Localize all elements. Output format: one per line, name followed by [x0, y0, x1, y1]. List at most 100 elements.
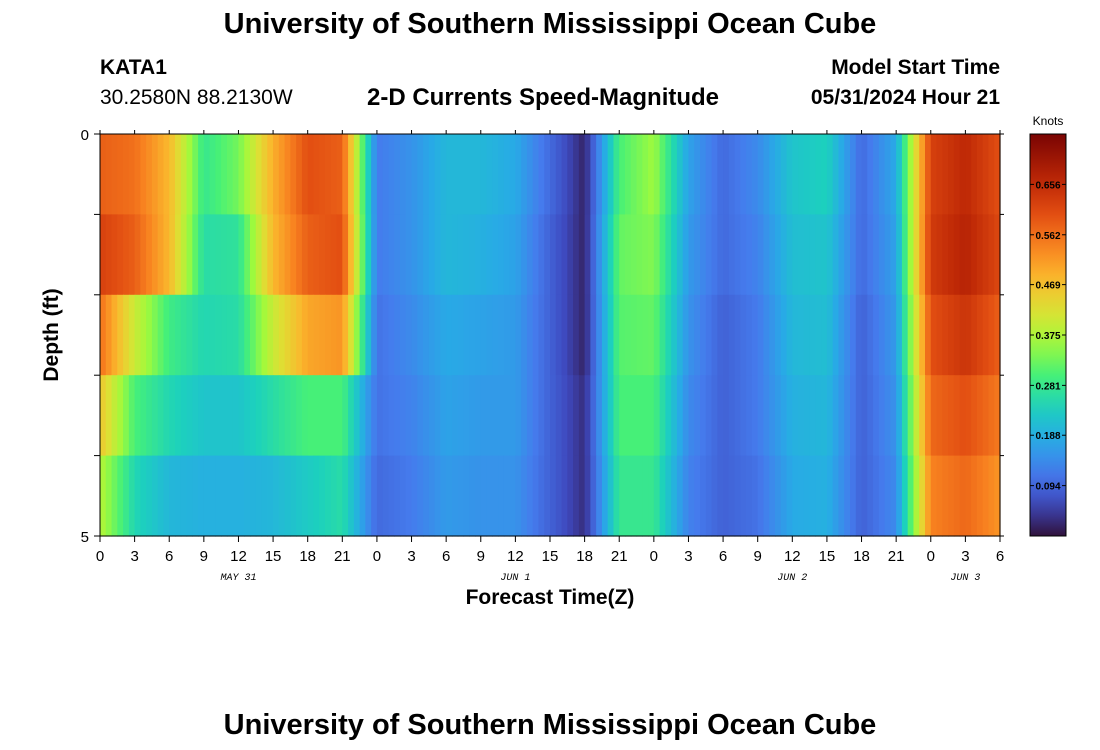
heatmap-cell [550, 214, 557, 296]
heatmap-cell [463, 455, 470, 537]
heatmap-cell [775, 375, 782, 457]
heatmap-cell [751, 134, 759, 215]
heatmap-cell [186, 375, 193, 457]
heatmap-cell [838, 294, 845, 376]
heatmap-cell [959, 214, 966, 296]
heatmap-cell [284, 294, 291, 376]
heatmap-cell [411, 455, 418, 537]
heatmap-cell [596, 214, 603, 296]
heatmap-cell [273, 455, 280, 537]
heatmap-cell [342, 375, 349, 457]
heatmap-cell [226, 375, 234, 457]
heatmap-cell [855, 134, 863, 215]
heatmap-cell [578, 294, 586, 376]
heatmap-cell [971, 375, 978, 457]
heatmap-cell [676, 134, 684, 215]
heatmap-cell [613, 294, 620, 376]
heatmap-cell [400, 455, 407, 537]
heatmap-cell [255, 455, 263, 537]
heatmap-cell [480, 375, 488, 457]
heatmap-cell [555, 294, 563, 376]
heatmap-cell [671, 134, 678, 215]
heatmap-cell [971, 455, 978, 537]
heatmap-cell [809, 134, 816, 215]
heatmap-cell [596, 375, 603, 457]
heatmap-cell [140, 134, 147, 215]
heatmap-cell [775, 134, 782, 215]
heatmap-cell [601, 375, 609, 457]
heatmap-cell [648, 455, 655, 537]
heatmap-cell [982, 134, 990, 215]
heatmap-cell [475, 214, 482, 296]
heatmap-cell [128, 134, 136, 215]
heatmap-cell [434, 455, 441, 537]
heatmap-cell [255, 134, 263, 215]
heatmap-cell [175, 134, 182, 215]
page-title-top: University of Southern Mississippi Ocean… [223, 8, 877, 40]
heatmap-cell [648, 294, 655, 376]
x-tick-label: 6 [165, 548, 173, 565]
heatmap-cell [521, 294, 528, 376]
heatmap-cell [348, 134, 355, 215]
heatmap-cell [319, 375, 326, 457]
heatmap-cell [573, 375, 580, 457]
heatmap-cell [619, 214, 626, 296]
heatmap-cell [959, 375, 966, 457]
x-tick-label: 12 [507, 548, 524, 565]
heatmap-cell [688, 375, 695, 457]
heatmap-cell [625, 214, 632, 296]
heatmap-cell [723, 455, 730, 537]
heatmap-cell [405, 455, 413, 537]
heatmap-cell [486, 375, 493, 457]
heatmap-cell [371, 214, 378, 296]
heatmap-cell [498, 375, 505, 457]
heatmap-cell [705, 294, 713, 376]
heatmap-cell [526, 134, 534, 215]
heatmap-cell [717, 455, 724, 537]
heatmap-cell [971, 134, 978, 215]
heatmap-cell [244, 455, 251, 537]
heatmap-cell [198, 375, 205, 457]
heatmap-cell [359, 214, 366, 296]
heatmap-cell [134, 214, 141, 296]
heatmap-cell [936, 375, 943, 457]
x-tick-label: 0 [96, 548, 104, 565]
heatmap-cell [278, 134, 286, 215]
heatmap-cell [532, 375, 540, 457]
heatmap-cell [446, 455, 453, 537]
x-day-label: JUN 3 [950, 573, 980, 584]
heatmap-cell [267, 294, 274, 376]
heatmap-cell [423, 134, 430, 215]
heatmap-cell [371, 455, 378, 537]
heatmap-cell [740, 375, 747, 457]
heatmap-cell [371, 134, 378, 215]
heatmap-cell [832, 375, 840, 457]
heatmap-cell [509, 455, 516, 537]
heatmap-cell [740, 455, 747, 537]
heatmap-cell [625, 294, 632, 376]
heatmap-cell [261, 214, 268, 296]
heatmap-cell [492, 134, 499, 215]
heatmap-cell [417, 214, 424, 296]
heatmap-cell [930, 214, 938, 296]
x-tick-label: 6 [442, 548, 450, 565]
heatmap-cell [232, 134, 240, 215]
heatmap-cell [255, 375, 263, 457]
heatmap-cell [492, 455, 499, 537]
heatmap-cell [238, 375, 245, 457]
heatmap-cell [884, 455, 891, 537]
heatmap-cell [290, 134, 297, 215]
heatmap-cell [838, 375, 845, 457]
heatmap-cell [688, 134, 695, 215]
x-axis-label: Forecast Time(Z) [466, 586, 635, 609]
heatmap-cell [901, 294, 909, 376]
heatmap-cell [532, 214, 540, 296]
heatmap-cell [503, 375, 511, 457]
heatmap-cell [751, 214, 759, 296]
heatmap-cell [492, 375, 499, 457]
heatmap-cell [948, 294, 955, 376]
heatmap-cell [769, 455, 776, 537]
heatmap-cell [884, 294, 891, 376]
heatmap-cell [815, 455, 822, 537]
colorbar-tick-label: 0.281 [1035, 381, 1060, 392]
